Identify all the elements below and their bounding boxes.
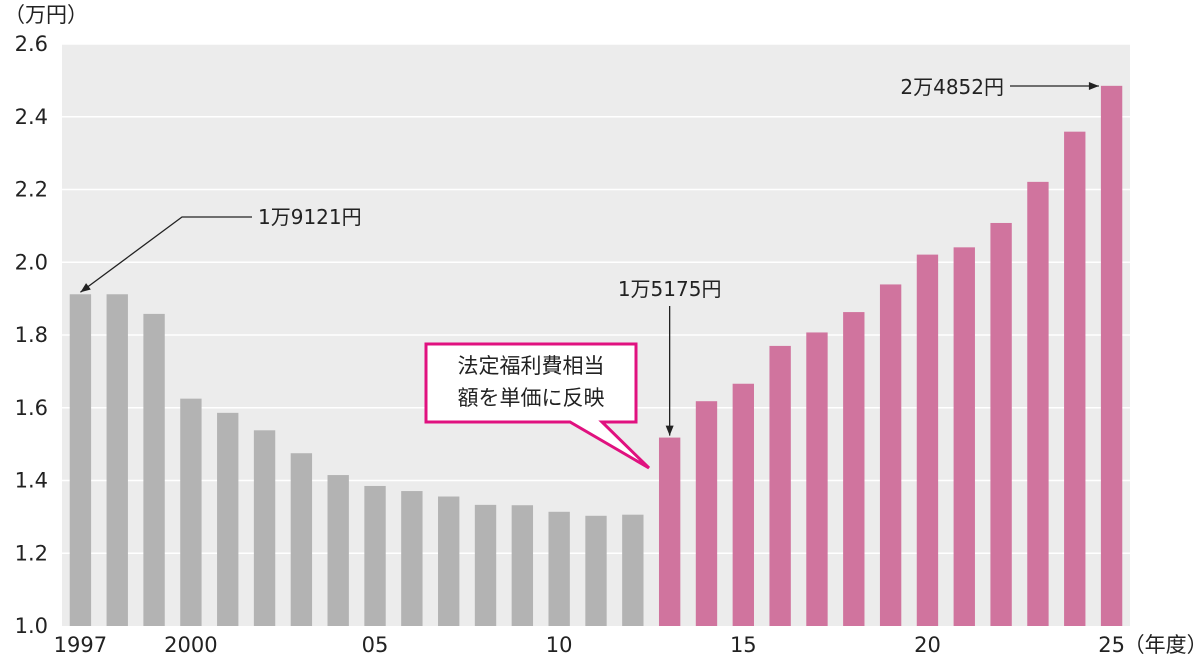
bar-2016 (769, 345, 791, 626)
bar-1999 (143, 313, 165, 626)
bar-1997 (69, 294, 92, 626)
x-tick-label: 15 (730, 633, 757, 657)
bar-2013 (658, 437, 681, 626)
annotation-arrowhead (80, 283, 91, 293)
bar-2021 (953, 247, 975, 626)
x-tick-label: 2000 (164, 633, 217, 657)
x-axis-unit-label: （年度） (1124, 633, 1200, 657)
bars (69, 85, 1123, 627)
x-tick-label: 1997 (54, 633, 107, 657)
bar-2002 (253, 430, 276, 626)
bar-2019 (879, 284, 902, 626)
y-axis: 1.0 1.2 1.4 1.6 1.8 2.0 2.2 2.4 2.6 (15, 32, 48, 638)
y-tick-label: 2.0 (15, 250, 48, 274)
bar-2014 (695, 401, 718, 626)
x-axis: 1997 2000 05 10 15 20 25 (54, 633, 1125, 657)
bar-2008 (474, 504, 497, 626)
bar-2024 (1064, 131, 1086, 626)
annotation-label: 1万5175円 (618, 277, 722, 301)
x-tick-label: 25 (1098, 633, 1125, 657)
bar-2012 (622, 514, 644, 626)
bar-2010 (548, 511, 570, 626)
bar-2011 (585, 515, 607, 626)
callout-box (424, 342, 651, 470)
annotation-label: 2万4852円 (900, 75, 1004, 99)
y-tick-label: 1.8 (15, 323, 48, 347)
annotations: 1万9121円 1万5175円 2万4852円 (80, 75, 1099, 436)
bar-2023 (1027, 181, 1049, 626)
bar-2017 (806, 332, 828, 626)
bar-2020 (916, 254, 939, 626)
bar-2003 (290, 453, 313, 626)
x-tick-label: 20 (914, 633, 941, 657)
bar-2015 (732, 383, 754, 626)
x-tick-label: 10 (546, 633, 573, 657)
bar-2018 (843, 312, 865, 626)
bar-2004 (327, 475, 349, 626)
bar-2009 (511, 505, 534, 626)
bar-2001 (217, 412, 239, 626)
y-tick-label: 1.2 (15, 541, 48, 565)
annotation-arrowhead (665, 425, 674, 436)
annotation-arrow-line (80, 216, 252, 293)
bar-2000 (180, 398, 202, 626)
y-axis-unit-label: （万円） (4, 3, 88, 27)
y-tick-label: 2.4 (15, 105, 48, 129)
callout-text-line: 額を単価に反映 (458, 386, 605, 410)
bar-2005 (364, 485, 386, 626)
bar-2007 (438, 496, 460, 626)
y-tick-label: 1.6 (15, 396, 48, 420)
y-tick-label: 2.6 (15, 32, 48, 56)
bar-2022 (990, 222, 1012, 626)
bar-2006 (401, 491, 423, 626)
y-tick-label: 1.0 (15, 614, 48, 638)
annotation-arrowhead (1088, 82, 1099, 90)
annotation-label: 1万9121円 (258, 205, 362, 229)
y-tick-label: 1.4 (15, 469, 48, 493)
bar-2025 (1100, 85, 1123, 627)
bar-1998 (106, 294, 128, 626)
x-tick-label: 05 (362, 633, 389, 657)
y-tick-label: 2.2 (15, 178, 48, 202)
callout-text-line: 法定福利費相当 (458, 354, 605, 378)
